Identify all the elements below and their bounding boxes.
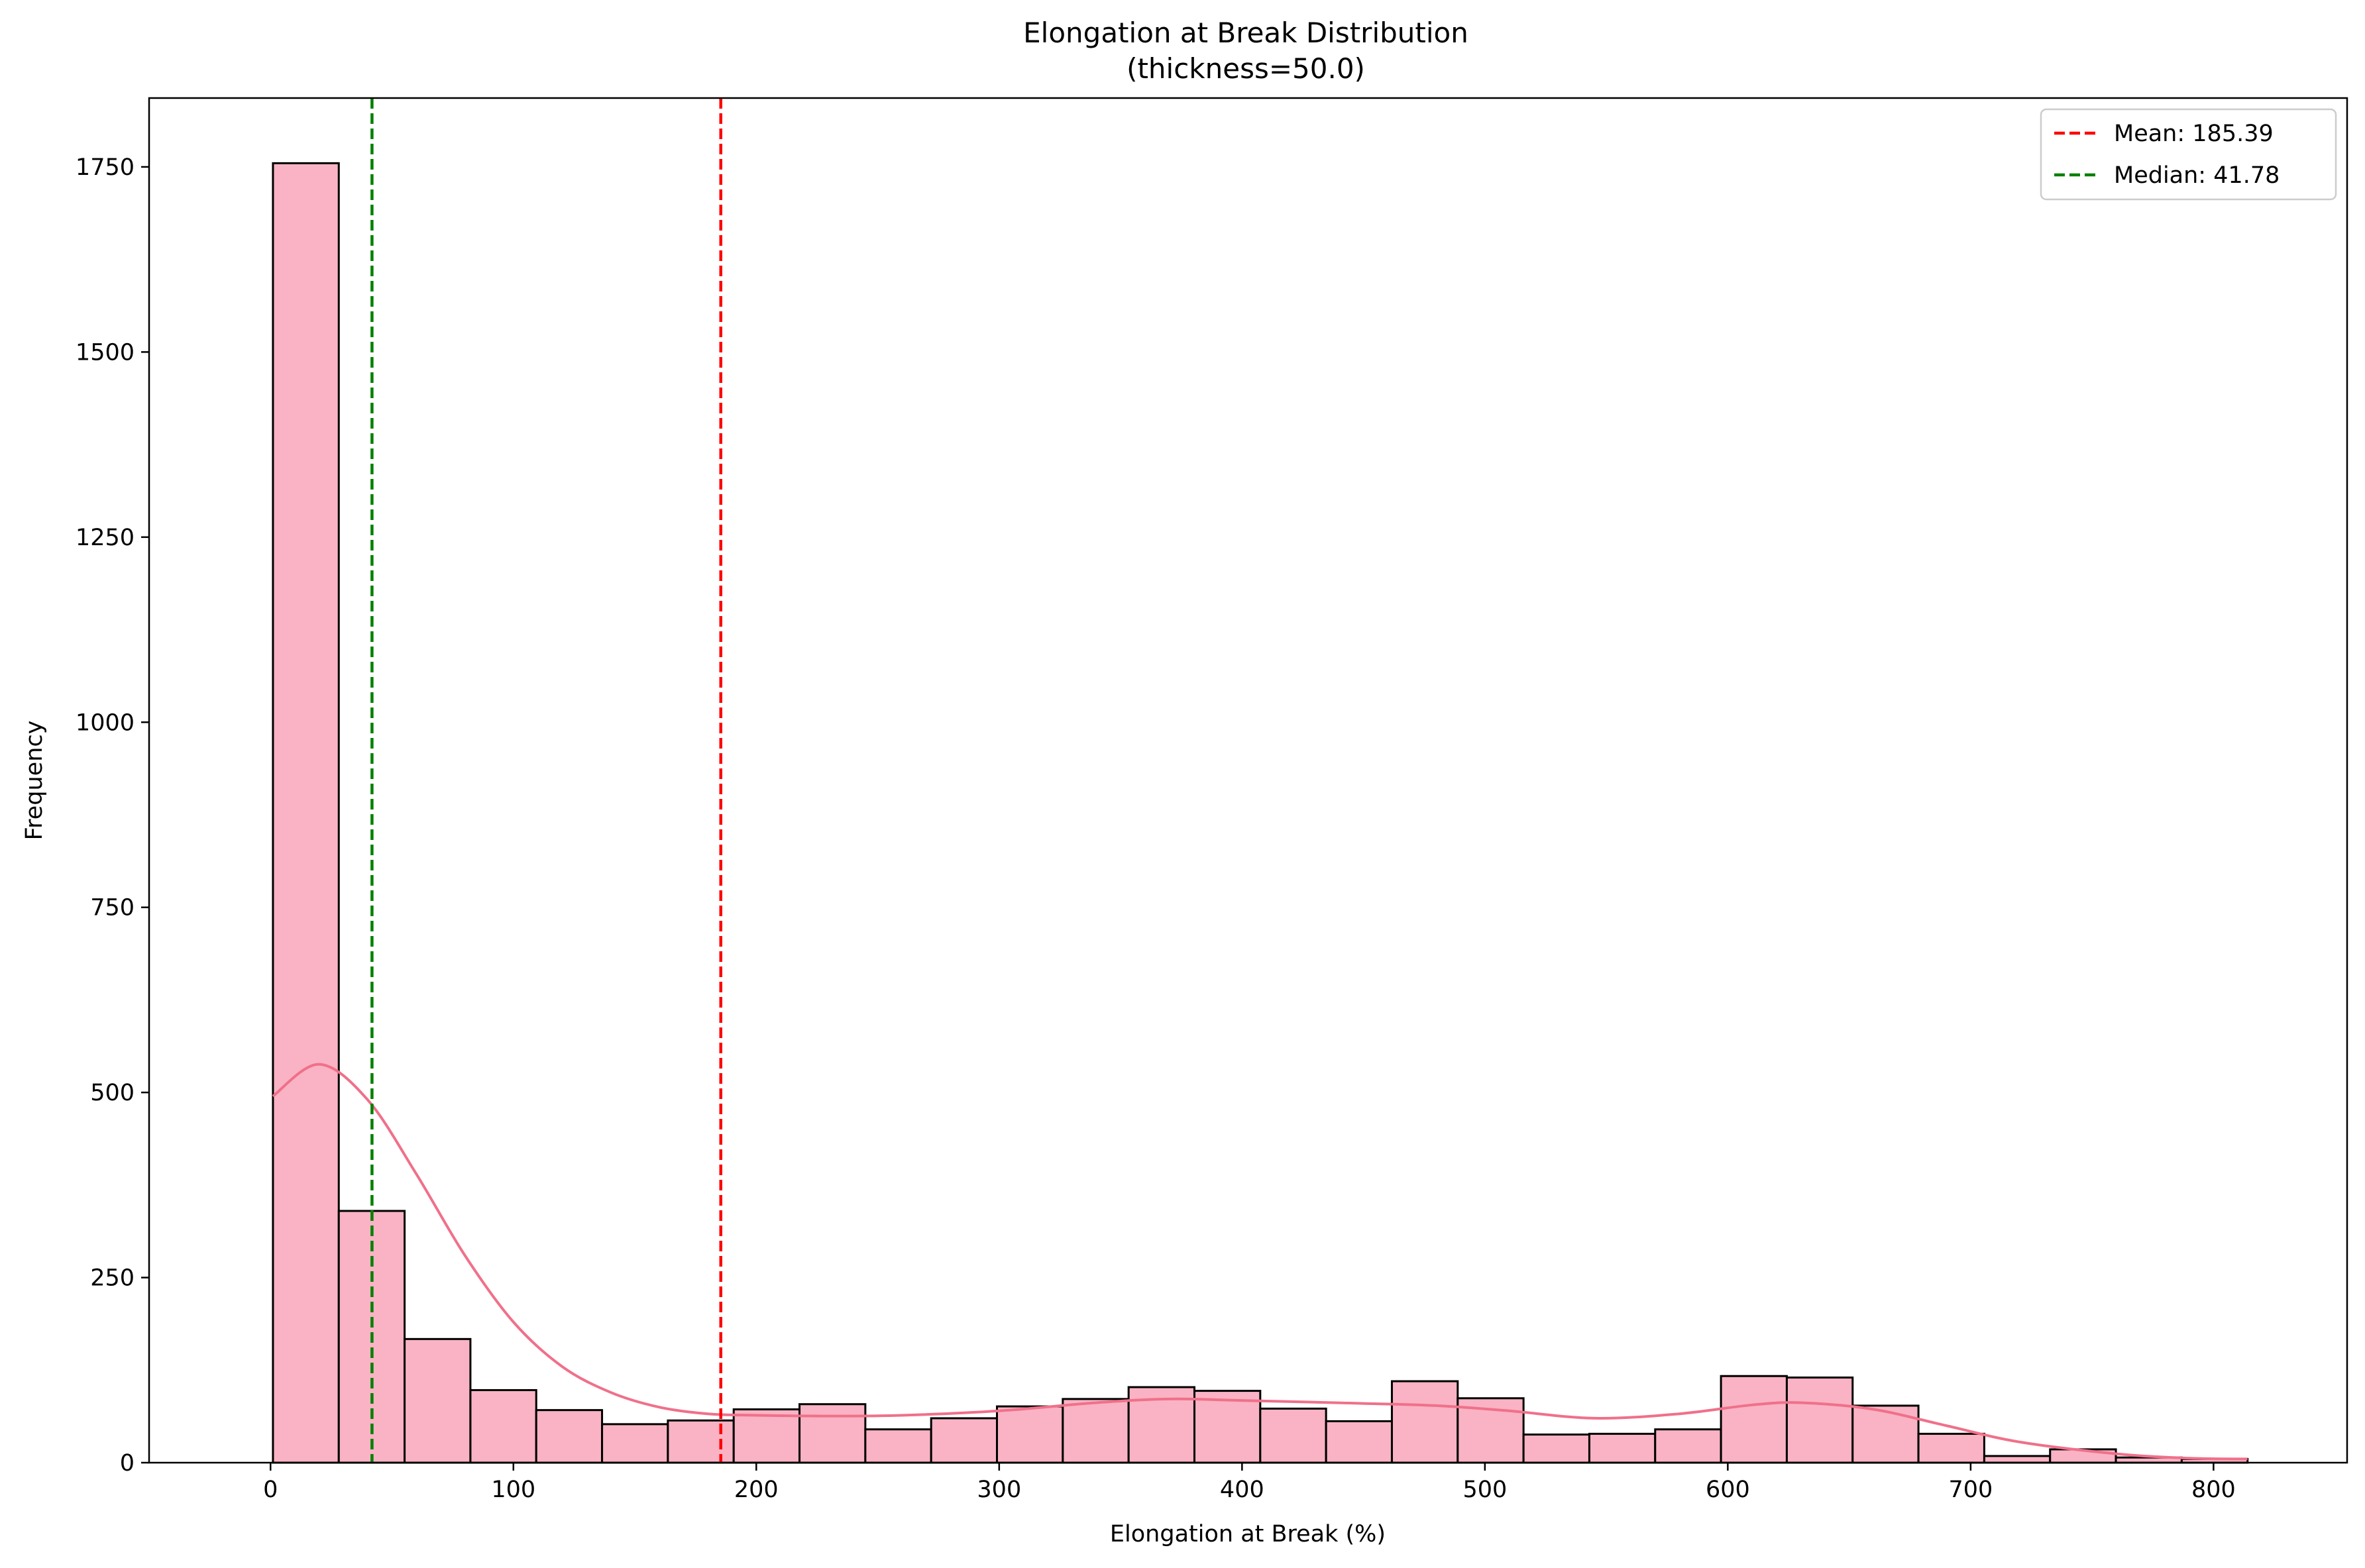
- histogram-bar: [1259, 1407, 1327, 1464]
- x-tick-label: 400: [1220, 1477, 1264, 1503]
- histogram-bar: [996, 1405, 1064, 1464]
- y-axis-title: Frequency: [21, 721, 48, 841]
- histogram-bars: [272, 162, 2249, 1464]
- histogram-bar: [535, 1409, 604, 1464]
- histogram-bar: [469, 1388, 537, 1464]
- histogram-bar: [1522, 1434, 1590, 1464]
- plot-frame: [148, 97, 2348, 1464]
- histogram-bar: [1390, 1380, 1459, 1464]
- histogram-bar: [404, 1337, 472, 1464]
- histogram-bar: [1654, 1428, 1722, 1464]
- legend-label: Median: 41.78: [2114, 162, 2280, 189]
- y-tick-label: 1750: [76, 154, 135, 181]
- histogram-bar: [1062, 1398, 1130, 1464]
- histogram-bar: [732, 1408, 801, 1464]
- histogram-bar: [667, 1419, 735, 1464]
- y-tick-label: 750: [90, 895, 135, 921]
- y-tick-label: 1500: [76, 339, 135, 366]
- reference-lines: [370, 98, 722, 1463]
- histogram-bar: [1983, 1455, 2052, 1464]
- x-tick-label: 300: [977, 1477, 1021, 1503]
- histogram-bar: [1325, 1420, 1393, 1464]
- histogram-bar: [864, 1428, 932, 1464]
- histogram-bar: [1588, 1432, 1657, 1464]
- y-tick-label: 1250: [76, 525, 135, 551]
- x-tick-label: 200: [734, 1477, 779, 1503]
- y-tick-label: 1000: [76, 709, 135, 736]
- histogram-bar: [1917, 1432, 1985, 1464]
- legend-box: [2040, 108, 2337, 201]
- x-axis: 0 100 200 300 400 500 600 700 800: [263, 1463, 2236, 1503]
- histogram-bar: [1720, 1375, 1788, 1464]
- histogram-bar: [798, 1403, 867, 1464]
- x-tick-label: 800: [2191, 1477, 2236, 1503]
- histogram-bar: [1851, 1404, 1920, 1464]
- x-axis-title: Elongation at Break (%): [1110, 1521, 1386, 1547]
- legend-label: Mean: 185.39: [2114, 121, 2274, 147]
- y-axis: 0 250 500 750 1000 1250 1500 1750: [76, 154, 149, 1477]
- x-tick-label: 500: [1462, 1477, 1507, 1503]
- x-tick-label: 600: [1706, 1477, 1750, 1503]
- histogram-bar: [1785, 1376, 1854, 1464]
- histogram-bar: [930, 1417, 999, 1464]
- kde-curve: [272, 1063, 2248, 1461]
- y-tick-label: 250: [90, 1265, 135, 1292]
- x-tick-label: 100: [491, 1477, 535, 1503]
- histogram-bar: [272, 162, 340, 1464]
- x-tick-label: 0: [263, 1477, 278, 1503]
- x-tick-label: 700: [1948, 1477, 1993, 1503]
- legend: Mean: 185.39 Median: 41.78: [2040, 108, 2337, 201]
- y-tick-label: 500: [90, 1080, 135, 1106]
- chart-subtitle: (thickness=50.0): [1127, 52, 1365, 85]
- histogram-bar: [601, 1423, 669, 1464]
- chart-title: Elongation at Break Distribution: [1023, 17, 1468, 49]
- kde-curve-group: [272, 1063, 2248, 1461]
- y-tick-label: 0: [120, 1450, 135, 1477]
